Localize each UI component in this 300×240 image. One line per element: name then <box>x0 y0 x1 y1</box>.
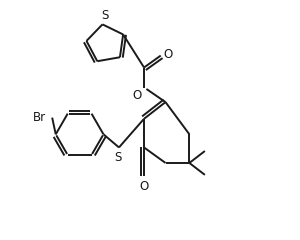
Text: O: O <box>132 89 141 102</box>
Text: O: O <box>164 48 173 61</box>
Text: Br: Br <box>33 111 46 124</box>
Text: S: S <box>101 8 109 22</box>
Text: S: S <box>114 151 122 164</box>
Text: O: O <box>140 180 149 193</box>
